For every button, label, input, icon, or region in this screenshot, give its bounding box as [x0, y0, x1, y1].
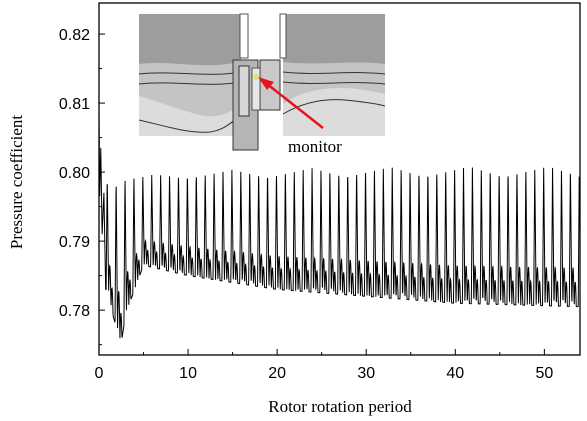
x-tick-label: 40 — [446, 365, 464, 382]
y-tick-label: 0.79 — [59, 234, 90, 251]
pressure-coefficient-line — [98, 111, 581, 339]
monitor-arrowhead — [258, 77, 274, 90]
y-tick-label: 0.80 — [59, 165, 90, 182]
x-tick-label: 50 — [535, 365, 553, 382]
x-tick-label: 0 — [95, 365, 104, 382]
x-tick-label: 20 — [268, 365, 286, 382]
monitor-label: monitor — [288, 137, 342, 156]
y-axis-title: Pressure coefficient — [7, 115, 26, 249]
y-tick-label: 0.82 — [59, 27, 90, 44]
x-tick-label: 10 — [179, 365, 197, 382]
plot-frame — [98, 2, 581, 356]
x-tick-label: 30 — [357, 365, 375, 382]
y-tick-label: 0.78 — [59, 303, 90, 320]
x-axis-title: Rotor rotation period — [268, 397, 412, 416]
rotor-stator-inset-image — [138, 13, 386, 151]
y-tick-label: 0.81 — [59, 96, 90, 113]
monitor-arrow — [261, 79, 324, 129]
